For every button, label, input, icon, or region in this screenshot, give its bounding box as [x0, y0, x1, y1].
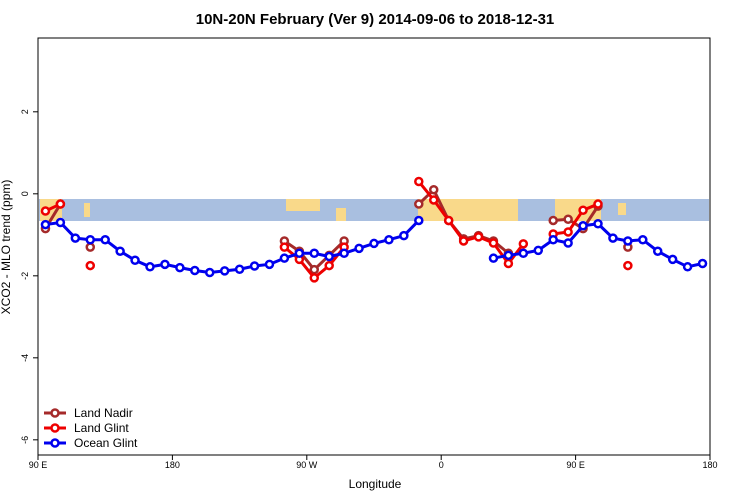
legend-marker	[50, 423, 60, 433]
data-point	[40, 206, 51, 216]
data-point	[55, 217, 66, 228]
y-tick-label: -6	[20, 436, 30, 444]
data-point	[219, 266, 230, 276]
chart-title: 10N-20N February (Ver 9) 2014-09-06 to 2…	[196, 11, 555, 28]
legend-label: Ocean Glint	[74, 436, 138, 450]
land-patch	[336, 208, 346, 221]
data-point	[70, 233, 81, 243]
data-point	[578, 205, 588, 215]
data-point	[309, 273, 320, 283]
data-point	[428, 184, 439, 195]
x-tick-label: 90 E	[566, 460, 585, 470]
data-point	[414, 176, 424, 187]
y-axis-label: XCO2 - MLO trend (ppm)	[0, 180, 13, 315]
data-point	[100, 234, 110, 245]
ocean-band	[39, 199, 709, 221]
legend-label: Land Glint	[74, 421, 129, 435]
data-point	[623, 260, 633, 271]
land-patch	[84, 203, 90, 217]
data-point	[518, 248, 529, 259]
x-axis-label: Longitude	[349, 477, 402, 491]
x-tick-label: 90 E	[29, 460, 48, 470]
data-point	[399, 230, 409, 241]
data-point	[85, 242, 96, 252]
data-point	[190, 265, 200, 276]
data-point	[130, 255, 140, 265]
plot-frame	[37, 37, 711, 456]
data-point	[264, 259, 275, 270]
y-tick-label: 2	[20, 109, 30, 114]
y-tick-label: 0	[20, 191, 30, 196]
data-point	[324, 251, 334, 262]
data-point	[697, 258, 708, 269]
data-point	[384, 234, 394, 245]
data-point	[503, 250, 514, 261]
data-point	[578, 221, 588, 231]
data-point	[249, 261, 260, 271]
series-line	[552, 202, 599, 236]
data-point	[279, 242, 290, 252]
data-point	[85, 234, 96, 245]
data-point	[324, 260, 334, 271]
y-tick-label: -2	[20, 272, 30, 280]
data-point	[160, 259, 170, 270]
y-tick-label: -4	[20, 354, 30, 362]
legend-label: Land Nadir	[74, 406, 133, 420]
data-point	[667, 254, 678, 265]
data-point	[369, 238, 379, 249]
data-point	[55, 199, 66, 209]
data-point	[428, 195, 439, 205]
data-point	[414, 215, 424, 226]
series-line	[553, 205, 600, 231]
data-point	[309, 264, 320, 275]
data-point	[145, 262, 155, 272]
data-point	[593, 218, 603, 229]
legend-marker	[50, 408, 60, 418]
data-point	[563, 214, 573, 224]
data-point	[518, 239, 529, 249]
data-point	[458, 236, 469, 246]
data-point	[623, 236, 633, 246]
data-point	[294, 248, 305, 259]
data-point	[443, 215, 454, 226]
data-point	[473, 232, 484, 242]
data-point	[339, 248, 349, 259]
map-strip	[39, 199, 709, 221]
x-tick-label: 0	[439, 460, 444, 470]
data-point	[548, 215, 558, 226]
land-patch	[286, 199, 320, 211]
legend-marker	[50, 438, 60, 448]
data-point	[488, 238, 499, 248]
data-point	[563, 238, 573, 248]
data-point	[354, 243, 364, 254]
data-point	[682, 262, 693, 272]
data-point	[115, 246, 125, 256]
land-patch	[618, 203, 626, 215]
data-point	[652, 246, 663, 256]
x-tick-label: 180	[702, 460, 717, 470]
data-point	[563, 227, 573, 237]
data-point	[548, 234, 558, 245]
land-patch	[418, 199, 518, 221]
data-point	[309, 248, 320, 259]
data-point	[175, 262, 185, 273]
data-point	[593, 199, 603, 209]
data-point	[638, 234, 648, 245]
data-point	[608, 233, 618, 243]
data-point	[414, 199, 424, 209]
x-tick-label: 180	[165, 460, 180, 470]
data-point	[503, 258, 514, 269]
data-point	[204, 267, 215, 278]
data-point	[85, 260, 96, 271]
data-point	[488, 253, 499, 263]
data-point	[279, 253, 290, 263]
x-tick-label: 90 W	[296, 460, 318, 470]
data-point	[40, 219, 51, 230]
data-point	[234, 264, 245, 275]
data-point	[533, 245, 544, 256]
